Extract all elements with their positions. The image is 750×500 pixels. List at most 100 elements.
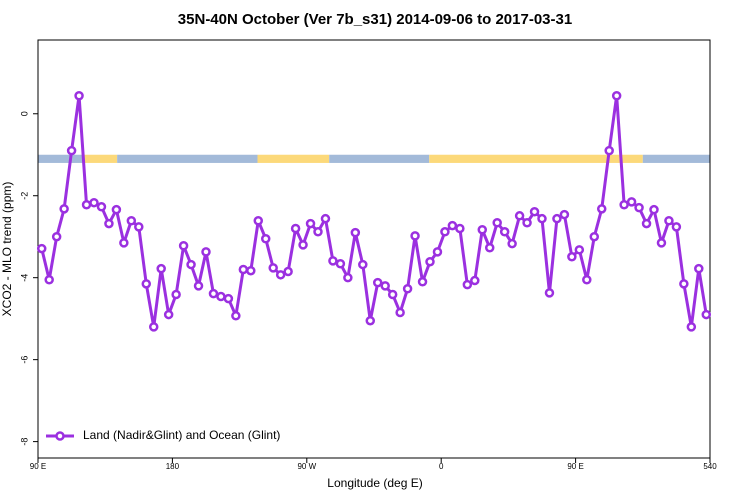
data-point [402,284,413,294]
data-point [492,218,502,228]
surface-band-segment [84,154,118,163]
chart-title: 35N-40N October (Ver 7b_s31) 2014-09-06 … [178,11,572,28]
data-point [432,247,443,257]
data-point [641,218,652,229]
data-point [522,218,532,228]
data-point [574,245,585,255]
data-point [544,288,555,298]
data-point [290,223,301,234]
legend-label: Land (Nadir&Glint) and Ocean (Glint) [83,428,280,442]
data-point [96,202,107,212]
data-point [51,231,62,242]
data-point [507,238,517,249]
data-point [440,227,450,237]
data-point [74,90,84,101]
y-tick-label: -2 [19,192,29,200]
data-point [305,218,316,229]
x-tick-label: 180 [166,462,180,471]
surface-band-segment [117,154,258,163]
data-point [656,238,667,248]
y-axis-label: XCO2 - MLO trend (ppm) [0,182,14,317]
data-point [89,197,99,208]
y-tick-label: -8 [19,438,29,446]
data-point [313,227,323,237]
x-tick-label: 90 W [297,462,316,471]
legend-marker [55,431,65,441]
data-point [111,204,122,215]
data-point [596,204,607,214]
data-point [671,222,682,232]
x-tick-label: 0 [439,462,444,471]
data-point [119,238,129,248]
data-point [81,199,92,210]
data-point [611,90,622,101]
data-point [126,215,137,226]
data-point [619,199,629,210]
data-point [223,293,234,304]
data-point [395,307,405,318]
data-point [66,145,77,156]
data-point [529,206,540,217]
x-tick-label: 90 E [567,462,583,471]
data-point [104,218,114,229]
data-point [358,259,368,270]
data-point [44,274,54,285]
data-point [246,265,256,276]
data-point [694,263,704,274]
data-point [372,277,383,288]
data-point [417,277,428,287]
data-point [365,315,376,326]
data-point [701,309,712,320]
data-point [626,197,637,207]
data-point [537,213,547,224]
data-point [320,213,331,224]
data-point [260,234,271,244]
surface-band-segment [38,154,85,163]
data-point [156,263,166,274]
data-point [335,259,346,269]
data-point [499,227,510,237]
data-point [328,256,338,266]
data-point [201,247,211,257]
data-point [679,279,689,289]
data-point [171,289,181,300]
data-point [350,227,361,238]
data-point [582,274,592,285]
y-tick-label: 0 [19,111,29,116]
plot-frame [37,39,711,459]
y-tick-label: -6 [19,356,29,364]
data-point [59,204,69,214]
data-point [238,264,249,275]
data-point [36,243,47,254]
data-point [425,256,435,267]
data-point [447,220,458,231]
data-point [410,231,420,241]
data-point [253,215,264,226]
surface-band-segment [257,154,330,163]
data-point [141,279,152,289]
data-point [455,223,465,234]
data-point [193,281,204,291]
data-point [380,281,390,291]
data-point [559,209,570,220]
data-point [552,213,562,224]
data-point [589,231,600,242]
data-point [208,288,219,299]
series-line [40,94,708,329]
data-point [604,145,614,156]
surface-band-segment [329,154,430,163]
data-point [343,272,353,283]
data-point [216,291,226,302]
data-point [470,275,480,286]
data-point [186,259,196,270]
data-point [634,202,644,213]
x-tick-label: 540 [703,462,717,471]
surface-band-segment [642,154,710,163]
data-point [298,240,308,250]
data-point [275,270,286,280]
data-point [178,240,189,251]
data-point [148,322,159,332]
data-point [268,263,278,273]
y-tick-label: -4 [19,274,29,282]
